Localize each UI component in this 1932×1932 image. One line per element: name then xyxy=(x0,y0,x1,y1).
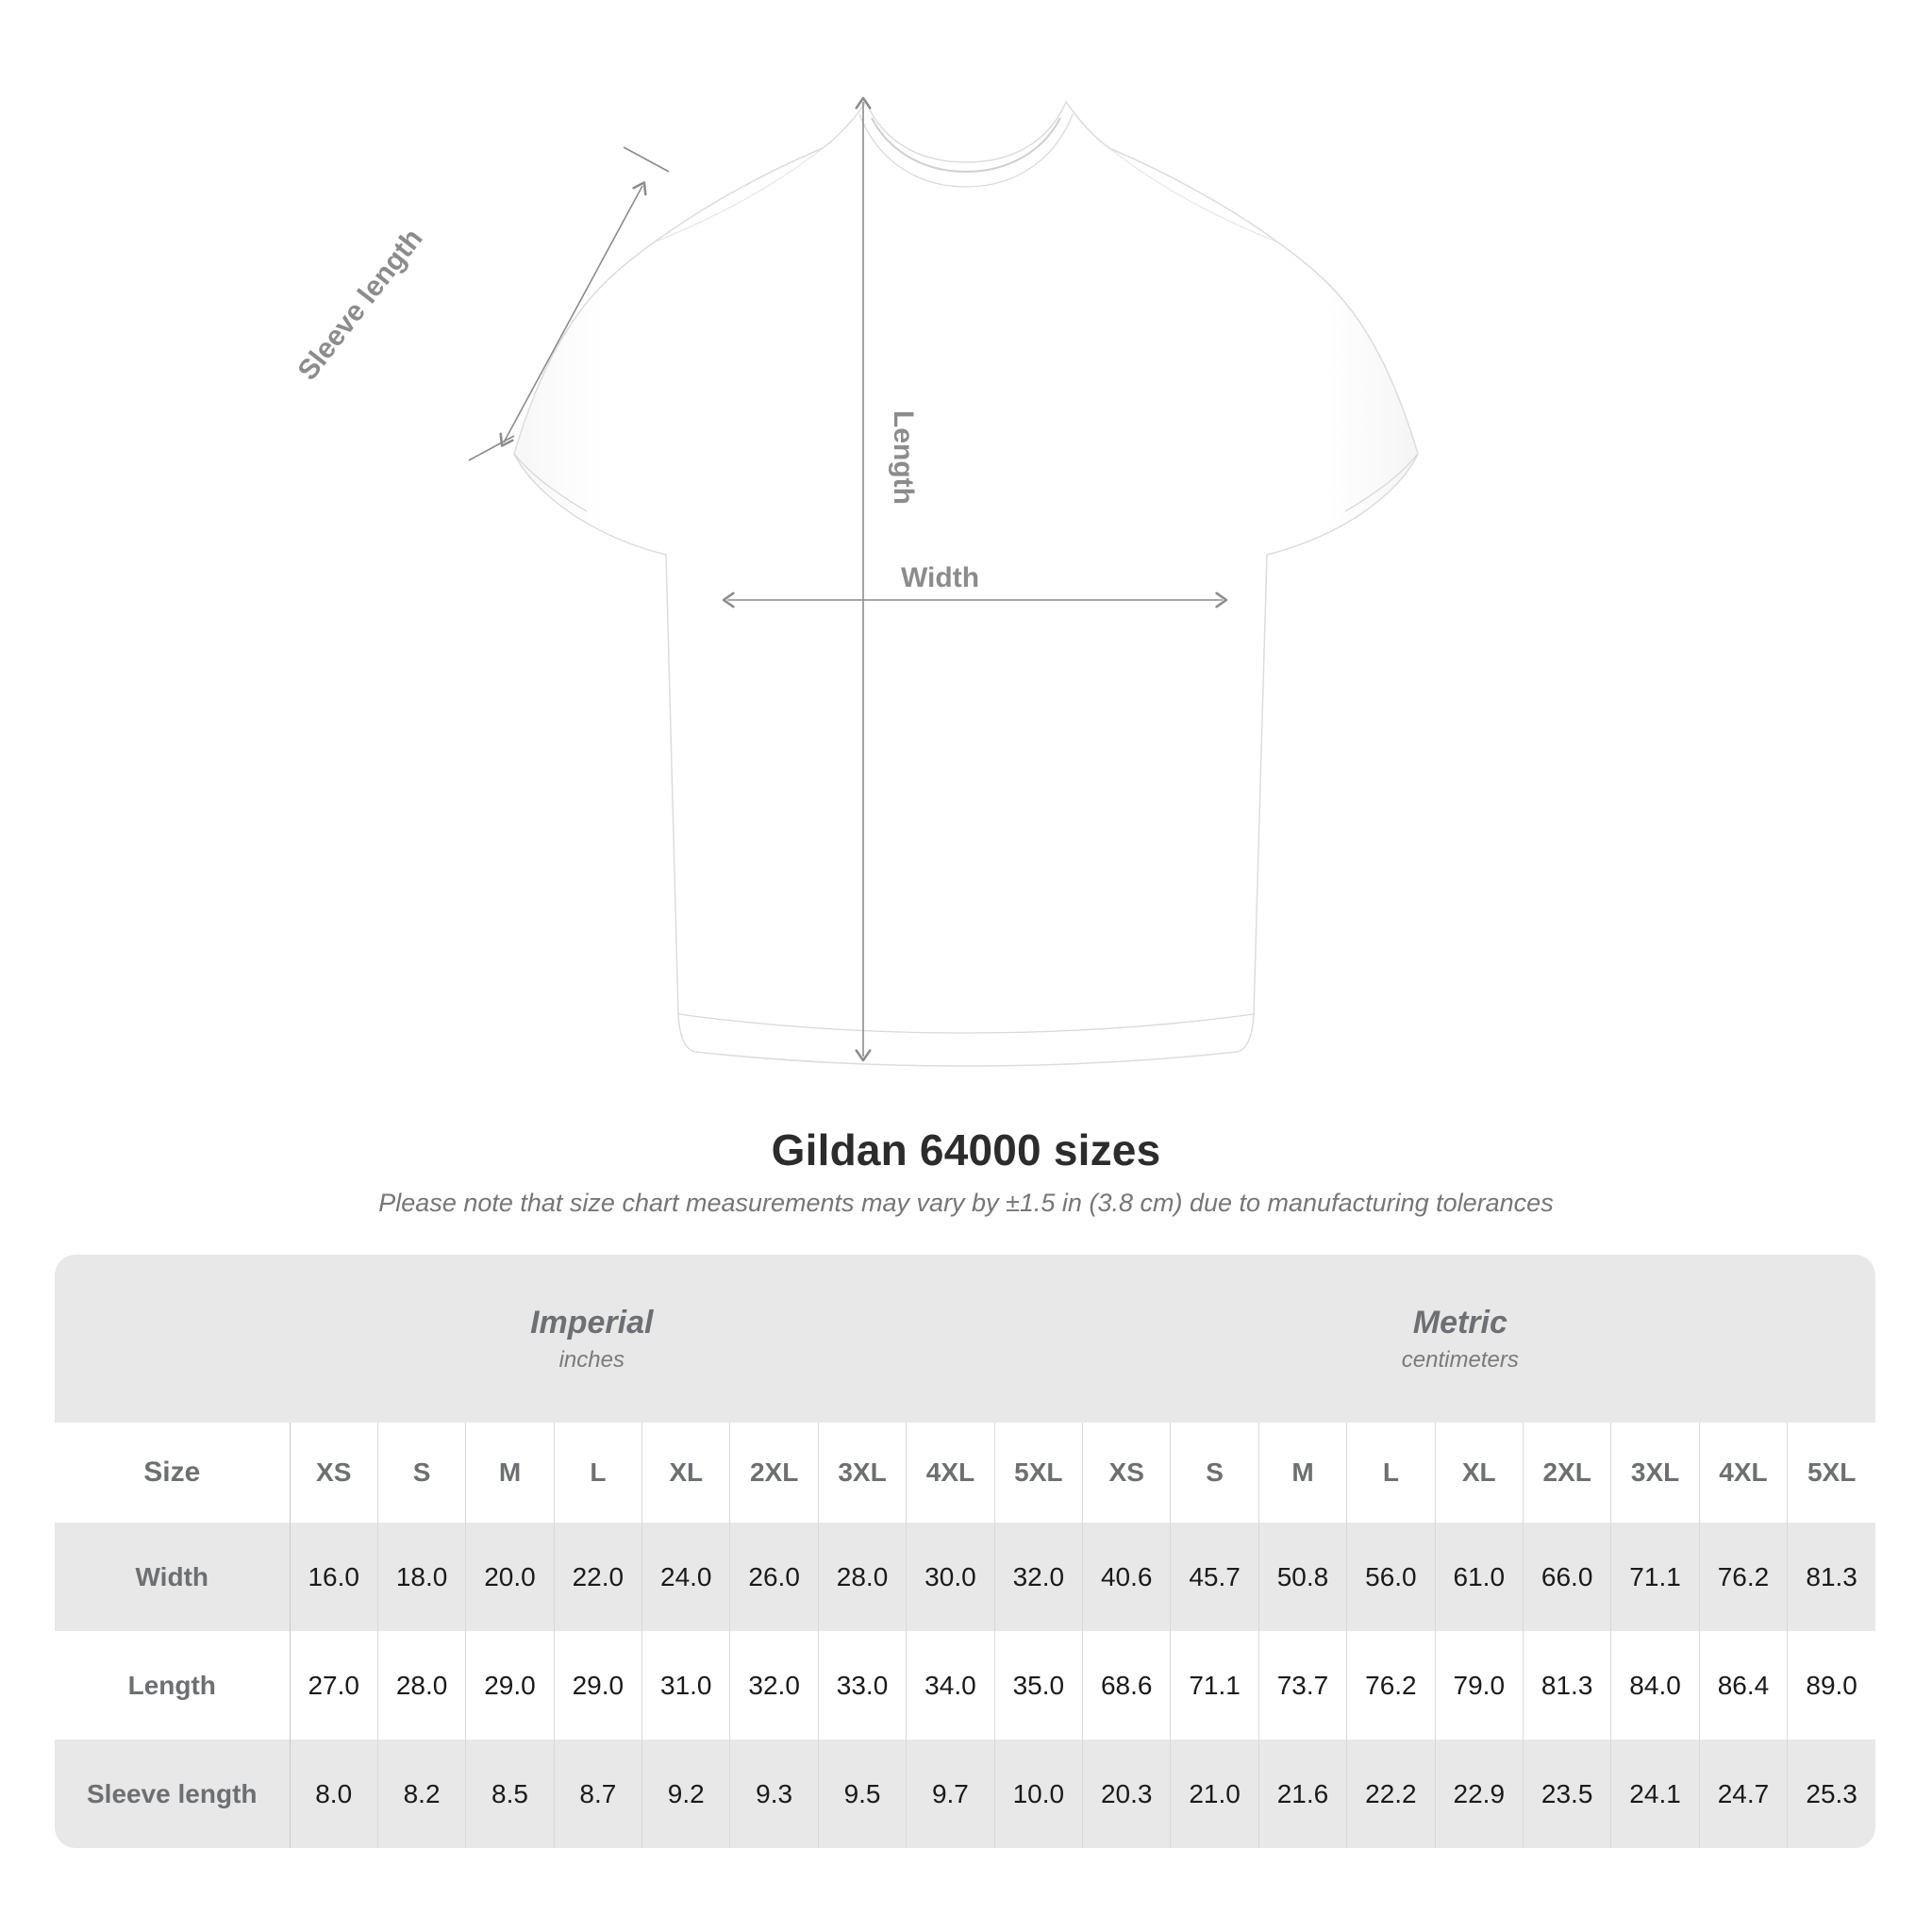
svg-text:Width: Width xyxy=(901,562,979,593)
svg-text:Length: Length xyxy=(888,410,919,505)
svg-text:Sleeve length: Sleeve length xyxy=(292,224,429,387)
